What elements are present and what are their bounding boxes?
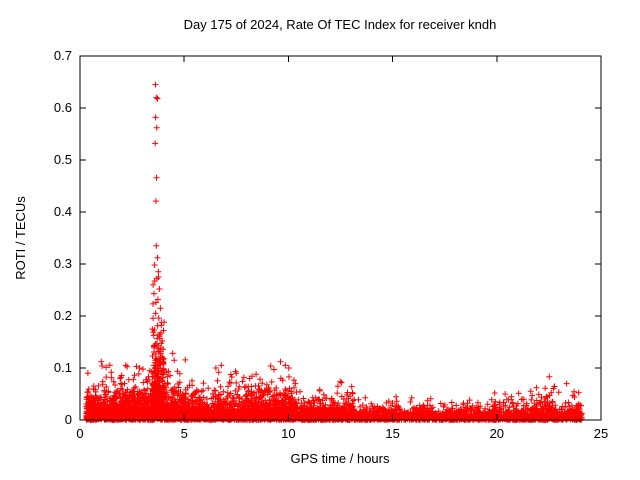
x-tick-label: 15 xyxy=(385,426,399,441)
chart-title: Day 175 of 2024, Rate Of TEC Index for r… xyxy=(184,17,497,32)
y-tick-label: 0.5 xyxy=(54,152,72,167)
y-axis-label: ROTI / TECUs xyxy=(13,196,28,280)
y-tick-label: 0.4 xyxy=(54,204,72,219)
x-tick-label: 25 xyxy=(594,426,608,441)
y-tick-label: 0.2 xyxy=(54,308,72,323)
x-tick-label: 10 xyxy=(281,426,295,441)
y-tick-label: 0.3 xyxy=(54,256,72,271)
y-tick-label: 0.6 xyxy=(54,100,72,115)
y-tick-label: 0.7 xyxy=(54,48,72,63)
x-tick-label: 0 xyxy=(76,426,83,441)
axis-ticks: 0 5 10 15 20 25 0 0.1 0.2 0.3 0.4 0.5 0.6 0.7 xyxy=(54,48,608,441)
x-axis-label: GPS time / hours xyxy=(291,451,390,466)
plot-border xyxy=(79,55,602,421)
x-tick-label: 5 xyxy=(181,426,188,441)
y-tick-label: 0 xyxy=(65,412,72,427)
data-points-layer xyxy=(83,81,585,423)
scatter-points xyxy=(83,81,585,423)
x-tick-label: 20 xyxy=(490,426,504,441)
y-tick-label: 0.1 xyxy=(54,360,72,375)
